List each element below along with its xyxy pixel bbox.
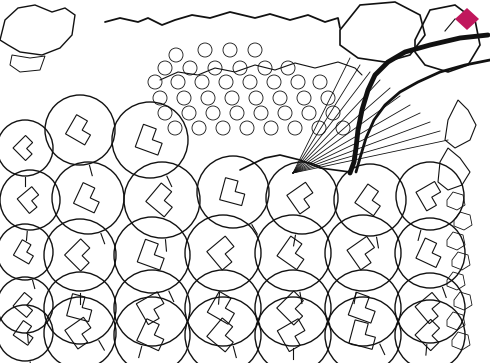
Polygon shape bbox=[455, 8, 479, 30]
